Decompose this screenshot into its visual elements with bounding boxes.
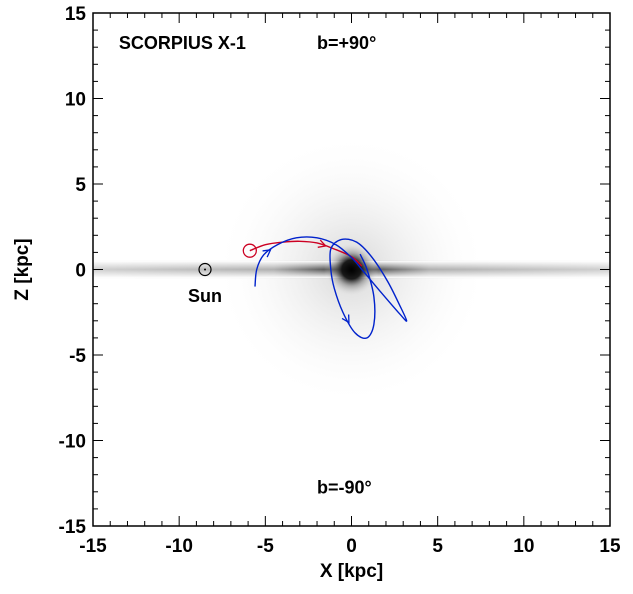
sun-marker: [198, 262, 212, 277]
y-tick-label: 15: [65, 4, 87, 25]
direction-arrow: [317, 239, 327, 248]
sun-marker-dot: [204, 268, 207, 271]
orbit-line-1: [254, 236, 408, 340]
x-tick-label: 10: [513, 536, 534, 557]
y-axis-title: Z [kpc]: [12, 238, 33, 300]
object-name-label: SCORPIUS X-1: [119, 33, 246, 53]
x-tick-label: 15: [599, 536, 621, 557]
direction-arrow: [262, 249, 272, 258]
direction-arrow: [341, 314, 350, 324]
x-tick-label: -5: [257, 536, 274, 557]
x-axis-title: X [kpc]: [320, 561, 383, 582]
markers: [198, 243, 257, 277]
y-tick-label: 10: [65, 90, 86, 111]
x-tick-label: -15: [79, 536, 107, 557]
y-tick-label: 5: [75, 175, 86, 196]
x-tick-label: 0: [346, 536, 357, 557]
axis-ticks: [92, 12, 611, 527]
x-tick-label: -10: [165, 536, 192, 557]
sun-label: Sun: [188, 286, 222, 306]
source-position-marker: [242, 243, 257, 258]
y-tick-label: -10: [59, 432, 86, 453]
y-tick-label: 0: [75, 261, 86, 282]
tick-labels: -15 -10 -5 0 5 10 15 -15 -10 -5 0 5 10 15: [59, 4, 621, 557]
bottom-direction-label: b=-90°: [317, 478, 372, 498]
galactic-bulge: [323, 242, 380, 297]
y-tick-label: -15: [59, 517, 87, 538]
y-tick-label: -5: [69, 346, 86, 367]
orbit-series: [249, 236, 408, 340]
top-direction-label: b=+90°: [317, 33, 376, 53]
x-tick-label: 5: [432, 536, 443, 557]
galaxy-density-background: [93, 132, 610, 407]
